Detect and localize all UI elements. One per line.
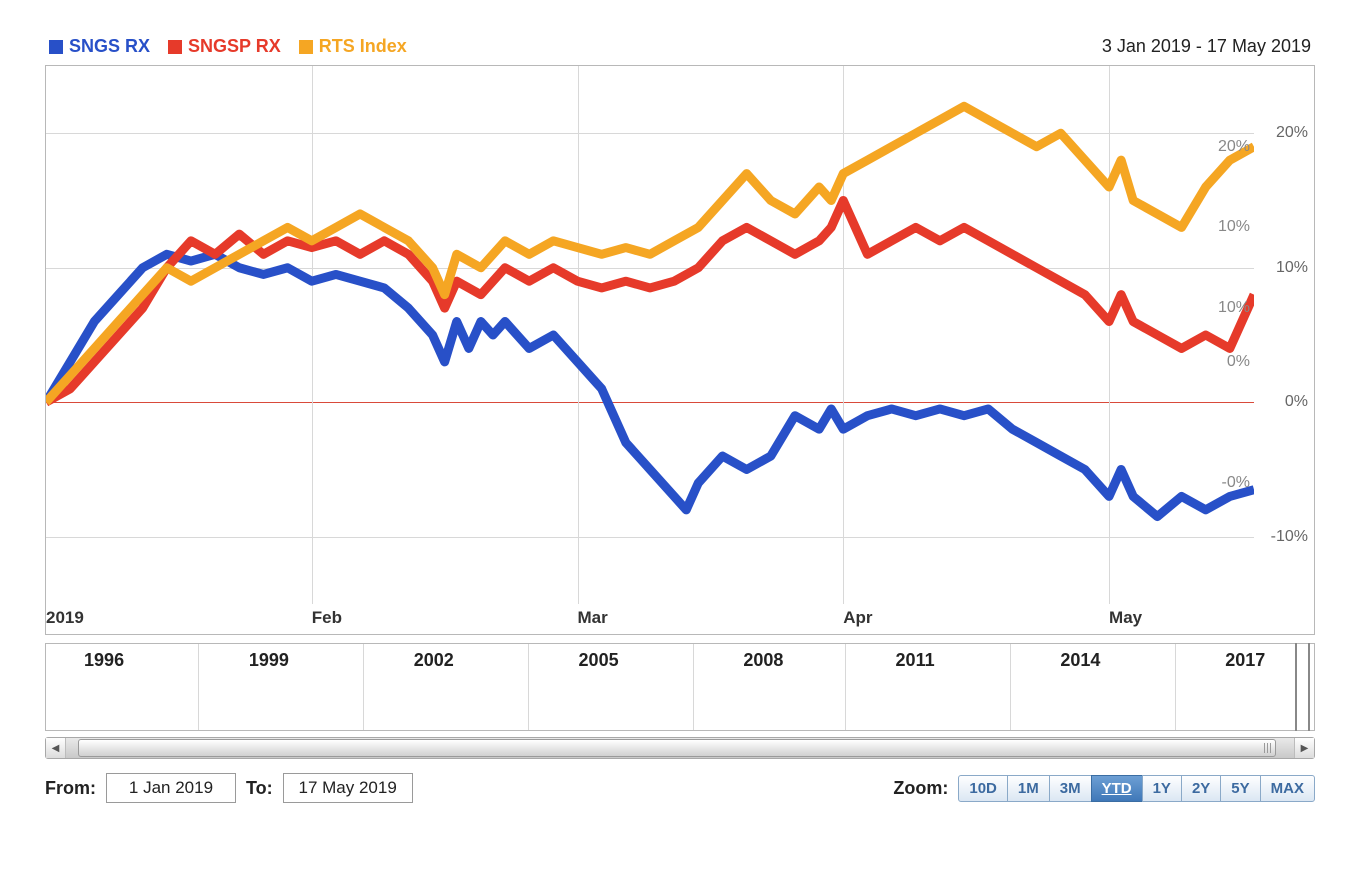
series-line-rts_index [46, 106, 1254, 402]
to-date-input[interactable]: 17 May 2019 [283, 773, 413, 803]
zoom-button-10d[interactable]: 10D [958, 775, 1008, 802]
overview-tick-label: 2008 [743, 650, 783, 671]
overview-separator [528, 644, 529, 730]
overview-tick-label: 2017 [1225, 650, 1265, 671]
chart-header: SNGS RX SNGSP RX RTS Index 3 Jan 2019 - 17… [45, 30, 1315, 65]
from-date-input[interactable]: 1 Jan 2019 [106, 773, 236, 803]
zoom-label: Zoom: [893, 778, 948, 799]
y-inline-label: 0% [1227, 353, 1250, 371]
overview-tick-label: 1996 [84, 650, 124, 671]
overview-timeline[interactable]: 1996 1999 2002 2005 2008 2011 2014 2017 [45, 643, 1315, 731]
scroll-left-button[interactable]: ◀ [46, 738, 66, 758]
y-tick-label: 20% [1276, 124, 1308, 142]
overview-scrollbar[interactable]: ◀ ▶ [45, 737, 1315, 759]
overview-separator [693, 644, 694, 730]
x-tick-label: Apr [843, 608, 872, 628]
chart-lines [46, 66, 1254, 604]
legend: SNGS RX SNGSP RX RTS Index [49, 36, 407, 57]
overview-separator [1175, 644, 1176, 730]
x-tick-label: May [1109, 608, 1142, 628]
zoom-button-1y[interactable]: 1Y [1142, 775, 1182, 802]
plot-area[interactable]: 20% 10% 10% 0% -0% [46, 66, 1254, 604]
y-tick-label: 0% [1285, 393, 1308, 411]
legend-item-sngsp_rx[interactable]: SNGSP RX [168, 36, 281, 57]
overview-tick-label: 2011 [896, 650, 935, 671]
zoom-button-1m[interactable]: 1M [1007, 775, 1050, 802]
y-axis: -10% 0% 10% 20% [1254, 66, 1314, 604]
zoom-button-ytd[interactable]: YTD [1091, 775, 1143, 802]
y-inline-label: 10% [1218, 218, 1250, 236]
scroll-thumb[interactable] [78, 739, 1275, 757]
overview-separator [845, 644, 846, 730]
overview-separator [1010, 644, 1011, 730]
legend-swatch [299, 40, 313, 54]
legend-item-rts_index[interactable]: RTS Index [299, 36, 407, 57]
x-tick-label: Mar [578, 608, 608, 628]
series-line-sngs_rx [46, 254, 1254, 516]
zoom-button-2y[interactable]: 2Y [1181, 775, 1221, 802]
x-axis: 2019 Feb Mar Apr May [46, 604, 1254, 634]
main-chart[interactable]: 20% 10% 10% 0% -0% -10% 0% 10% 20% 2019 Feb Mar Ap… [45, 65, 1315, 635]
legend-swatch [49, 40, 63, 54]
zoom-button-3m[interactable]: 3M [1049, 775, 1092, 802]
legend-item-sngs_rx[interactable]: SNGS RX [49, 36, 150, 57]
zoom-button-5y[interactable]: 5Y [1220, 775, 1260, 802]
overview-selection-end[interactable] [1308, 643, 1310, 731]
y-tick-label: -10% [1271, 528, 1308, 546]
legend-label: SNGS RX [69, 36, 150, 57]
stock-chart-widget: SNGS RX SNGSP RX RTS Index 3 Jan 2019 - 17… [45, 30, 1315, 803]
y-inline-label: 10% [1218, 299, 1250, 317]
overview-tick-label: 2014 [1060, 650, 1100, 671]
legend-label: RTS Index [319, 36, 407, 57]
from-label: From: [45, 778, 96, 799]
overview-tick-label: 1999 [249, 650, 289, 671]
overview-separator [363, 644, 364, 730]
x-tick-label: 2019 [46, 608, 84, 628]
date-range-label: 3 Jan 2019 - 17 May 2019 [1102, 36, 1311, 57]
y-tick-label: 10% [1276, 259, 1308, 277]
y-inline-label: -0% [1222, 474, 1250, 492]
legend-swatch [168, 40, 182, 54]
overview-tick-label: 2005 [579, 650, 619, 671]
date-range-controls: From: 1 Jan 2019 To: 17 May 2019 [45, 773, 413, 803]
scroll-track[interactable] [66, 738, 1294, 758]
zoom-button-max[interactable]: MAX [1260, 775, 1315, 802]
overview-selection-start[interactable] [1295, 643, 1297, 731]
scroll-right-button[interactable]: ▶ [1294, 738, 1314, 758]
overview-tick-label: 2002 [414, 650, 454, 671]
zoom-controls: Zoom: 10D1M3MYTD1Y2Y5YMAX [893, 775, 1315, 802]
overview-separator [198, 644, 199, 730]
zoom-button-group: 10D1M3MYTD1Y2Y5YMAX [958, 775, 1315, 802]
x-tick-label: Feb [312, 608, 342, 628]
y-inline-label: 20% [1218, 138, 1250, 156]
series-line-sngsp_rx [46, 201, 1254, 403]
to-label: To: [246, 778, 273, 799]
chart-controls: From: 1 Jan 2019 To: 17 May 2019 Zoom: 1… [45, 773, 1315, 803]
legend-label: SNGSP RX [188, 36, 281, 57]
